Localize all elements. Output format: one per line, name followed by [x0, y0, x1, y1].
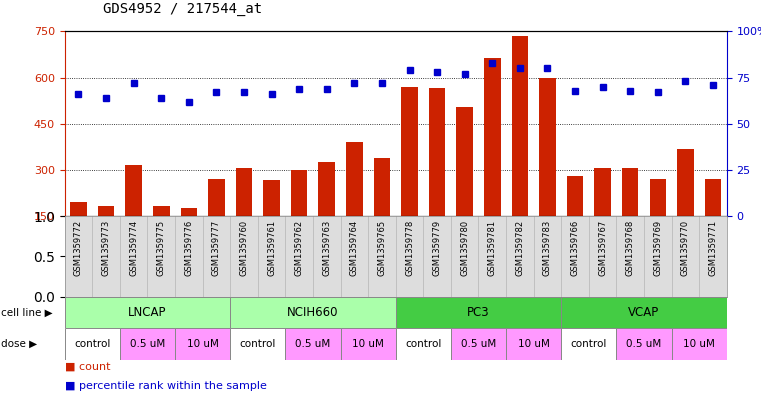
Bar — [180, 208, 197, 263]
Text: VCAP: VCAP — [629, 306, 660, 319]
Bar — [677, 149, 694, 263]
Text: LNCAP: LNCAP — [128, 306, 167, 319]
Bar — [511, 36, 528, 263]
Bar — [616, 328, 671, 360]
Text: 10 uM: 10 uM — [517, 339, 549, 349]
Text: ■ count: ■ count — [65, 362, 110, 371]
Text: GSM1359782: GSM1359782 — [515, 220, 524, 276]
Bar — [457, 107, 473, 263]
Text: ■ percentile rank within the sample: ■ percentile rank within the sample — [65, 381, 266, 391]
Text: 0.5 uM: 0.5 uM — [461, 339, 496, 349]
Bar — [396, 297, 561, 328]
Text: GSM1359770: GSM1359770 — [681, 220, 690, 276]
Text: GSM1359760: GSM1359760 — [240, 220, 249, 276]
Bar — [451, 328, 506, 360]
Bar — [236, 167, 252, 263]
Bar — [561, 328, 616, 360]
Text: 0.5 uM: 0.5 uM — [626, 339, 661, 349]
Text: control: control — [571, 339, 607, 349]
Bar — [263, 180, 280, 263]
Bar — [97, 206, 114, 263]
Bar — [230, 328, 285, 360]
Bar — [65, 297, 230, 328]
Bar — [291, 170, 307, 263]
Text: GSM1359774: GSM1359774 — [129, 220, 139, 276]
Bar — [318, 162, 335, 263]
Bar — [594, 167, 611, 263]
Bar — [209, 179, 224, 263]
Text: GSM1359772: GSM1359772 — [74, 220, 83, 276]
Text: control: control — [240, 339, 276, 349]
Text: GSM1359761: GSM1359761 — [267, 220, 276, 276]
Bar — [705, 178, 721, 263]
Text: GSM1359780: GSM1359780 — [460, 220, 470, 276]
Text: 0.5 uM: 0.5 uM — [295, 339, 330, 349]
Bar — [119, 328, 175, 360]
Text: GSM1359773: GSM1359773 — [101, 220, 110, 276]
Text: GSM1359781: GSM1359781 — [488, 220, 497, 276]
Bar — [70, 202, 87, 263]
Text: GSM1359766: GSM1359766 — [571, 220, 580, 276]
Text: 0.5 uM: 0.5 uM — [130, 339, 165, 349]
Bar — [506, 328, 561, 360]
Bar — [230, 297, 396, 328]
Text: GSM1359776: GSM1359776 — [184, 220, 193, 276]
Text: GSM1359771: GSM1359771 — [708, 220, 718, 276]
Bar — [401, 87, 418, 263]
Bar — [561, 297, 727, 328]
Text: GSM1359762: GSM1359762 — [295, 220, 304, 276]
Text: GSM1359763: GSM1359763 — [322, 220, 331, 276]
Bar — [396, 328, 451, 360]
Text: GSM1359769: GSM1359769 — [653, 220, 662, 276]
Bar — [671, 328, 727, 360]
Bar — [340, 328, 396, 360]
Text: GSM1359768: GSM1359768 — [626, 220, 635, 276]
Bar — [649, 179, 666, 263]
Bar — [346, 142, 362, 263]
Bar — [622, 169, 638, 263]
Text: GSM1359765: GSM1359765 — [377, 220, 387, 276]
Bar — [126, 165, 142, 263]
Bar — [175, 328, 230, 360]
Text: 10 uM: 10 uM — [186, 339, 218, 349]
Text: GSM1359767: GSM1359767 — [598, 220, 607, 276]
Text: 10 uM: 10 uM — [352, 339, 384, 349]
Bar — [153, 206, 170, 263]
Bar — [567, 176, 584, 263]
Text: GSM1359779: GSM1359779 — [432, 220, 441, 276]
Bar — [285, 328, 341, 360]
Text: cell line ▶: cell line ▶ — [1, 307, 53, 318]
Text: dose ▶: dose ▶ — [1, 339, 37, 349]
Bar — [484, 58, 501, 263]
Text: NCIH660: NCIH660 — [287, 306, 339, 319]
Text: control: control — [74, 339, 110, 349]
Text: GSM1359777: GSM1359777 — [212, 220, 221, 276]
Text: control: control — [405, 339, 441, 349]
Text: PC3: PC3 — [467, 306, 490, 319]
Text: GSM1359783: GSM1359783 — [543, 220, 552, 276]
Bar — [539, 78, 556, 263]
Text: GSM1359764: GSM1359764 — [350, 220, 359, 276]
Text: GSM1359775: GSM1359775 — [157, 220, 166, 276]
Bar — [429, 88, 445, 263]
Text: 10 uM: 10 uM — [683, 339, 715, 349]
Bar — [65, 328, 119, 360]
Text: GSM1359778: GSM1359778 — [405, 220, 414, 276]
Text: GDS4952 / 217544_at: GDS4952 / 217544_at — [103, 2, 262, 16]
Bar — [374, 158, 390, 263]
